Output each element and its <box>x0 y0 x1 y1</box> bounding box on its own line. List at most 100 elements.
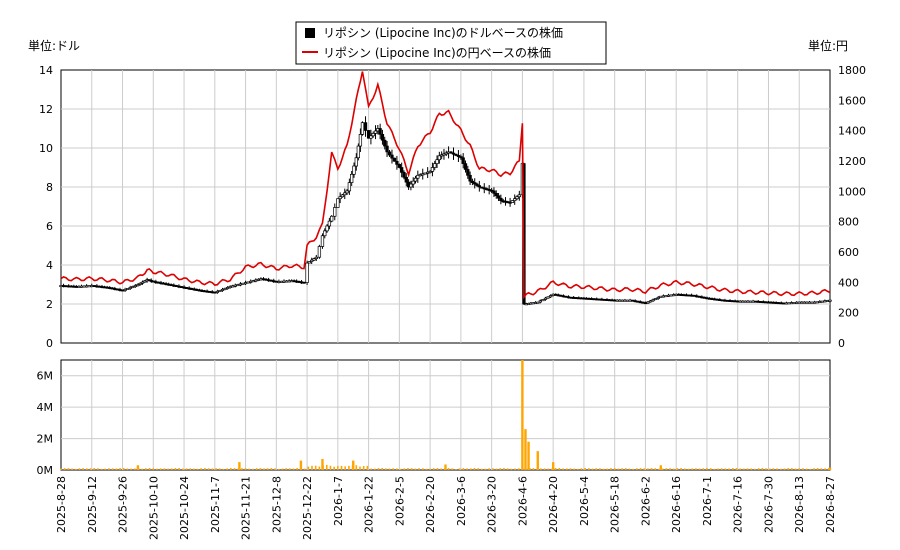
usd-candle-body <box>184 287 189 289</box>
usd-candle-body <box>241 282 245 285</box>
usd-candle-body <box>630 299 635 302</box>
volume-bar <box>233 468 236 470</box>
usd-candle-body <box>228 286 232 289</box>
volume-bar <box>362 465 365 470</box>
usd-candle-body <box>569 296 573 299</box>
volume-bar <box>337 466 339 470</box>
usd-candle-body <box>779 302 783 305</box>
usd-candle-body <box>197 289 202 292</box>
left-tick-label: 0 <box>46 337 53 350</box>
volume-bar <box>318 466 321 470</box>
usd-candle-body <box>72 285 76 288</box>
usd-candle-body <box>115 288 120 291</box>
volume-bar <box>444 464 447 470</box>
date-tick-label: 2026-1-22 <box>363 476 376 533</box>
volume-bar <box>97 468 99 470</box>
volume-bar <box>772 468 775 470</box>
date-tick-label: 2025-11-7 <box>209 476 222 533</box>
usd-candle-body <box>802 301 807 304</box>
volume-bar <box>828 467 832 470</box>
usd-candle-body <box>759 301 763 303</box>
volume-bar <box>499 468 502 470</box>
volume-bar <box>237 468 239 470</box>
usd-candle-body <box>461 157 465 164</box>
usd-candle-body <box>697 295 701 298</box>
volume-bar <box>554 468 557 470</box>
volume-bar <box>163 468 166 470</box>
volume-bar <box>514 468 516 470</box>
usd-candle-body <box>687 294 691 297</box>
volume-bar <box>680 468 682 470</box>
date-tick-label: 2025-12-8 <box>270 476 283 533</box>
left-tick-label: 8 <box>46 181 53 194</box>
usd-candle-body <box>177 285 181 288</box>
usd-candle-body <box>674 293 678 296</box>
usd-candle-body <box>496 195 501 199</box>
usd-candle-body <box>618 299 622 302</box>
usd-candle-body <box>468 174 472 182</box>
volume-bar <box>591 468 594 470</box>
usd-candle-body <box>463 163 468 170</box>
date-tick-label: 2026-7-16 <box>732 476 745 533</box>
usd-candle-body <box>282 280 286 283</box>
usd-candle-body <box>140 281 145 284</box>
date-tick-label: 2026-2-5 <box>393 476 406 526</box>
usd-candle-body <box>64 285 68 288</box>
volume-bar <box>798 468 801 470</box>
usd-candle-body <box>387 151 392 156</box>
date-tick-label: 2025-9-12 <box>86 476 99 533</box>
usd-candle-body <box>87 285 91 288</box>
volume-bar <box>503 467 505 470</box>
volume-bar <box>244 468 247 470</box>
price-plot-frame <box>60 69 831 344</box>
date-tick-label: 2026-4-6 <box>516 476 529 526</box>
volume-bar <box>126 468 129 470</box>
volume-bar <box>713 468 716 470</box>
usd-candle-body <box>433 163 437 168</box>
date-tick-label: 2025-9-26 <box>117 476 130 533</box>
volume-bar <box>396 468 398 470</box>
date-tick-label: 2026-1-7 <box>332 476 345 526</box>
volume-bar <box>477 468 479 470</box>
volume-bar <box>661 468 664 470</box>
usd-candle-body <box>402 172 406 178</box>
usd-candle-body <box>513 198 517 201</box>
volume-bar <box>728 468 730 470</box>
usd-candle-body <box>738 300 742 303</box>
right-tick-label: 800 <box>838 216 859 229</box>
left-tick-label: 14 <box>39 64 53 77</box>
usd-candle-body <box>202 290 207 293</box>
volume-bar <box>252 468 254 470</box>
usd-candle-body <box>671 294 676 297</box>
usd-candle-body <box>695 295 699 298</box>
volume-bar <box>270 468 273 470</box>
volume-bar <box>414 468 417 470</box>
usd-candle-body <box>428 171 432 173</box>
volume-bar <box>226 468 228 470</box>
volume-bar <box>89 468 92 470</box>
volume-bar <box>263 468 265 470</box>
usd-candle-body <box>451 152 456 155</box>
right-tick-label: 1400 <box>838 125 866 138</box>
usd-candle-body <box>161 282 166 285</box>
volume-bar <box>259 468 262 470</box>
left-tick-label: 4 <box>46 259 53 272</box>
volume-bar <box>182 468 184 470</box>
volume-bar <box>178 468 180 470</box>
usd-candle-body <box>305 262 309 283</box>
volume-bar <box>93 468 96 470</box>
usd-candle-body <box>256 278 261 281</box>
usd-candle-body <box>661 295 666 298</box>
volume-bar <box>78 468 81 470</box>
volume-bar <box>665 468 668 470</box>
usd-candle-body <box>818 301 822 303</box>
usd-candle-body <box>84 285 89 288</box>
left-unit-label: 単位:ドル <box>28 38 80 53</box>
usd-candle-body <box>810 301 814 304</box>
usd-candle-body <box>269 279 273 282</box>
usd-candle-body <box>587 297 591 300</box>
volume-bar <box>60 468 62 470</box>
usd-candle-body <box>551 293 555 296</box>
volume-bar <box>658 468 660 470</box>
usd-candle-body <box>120 289 125 292</box>
